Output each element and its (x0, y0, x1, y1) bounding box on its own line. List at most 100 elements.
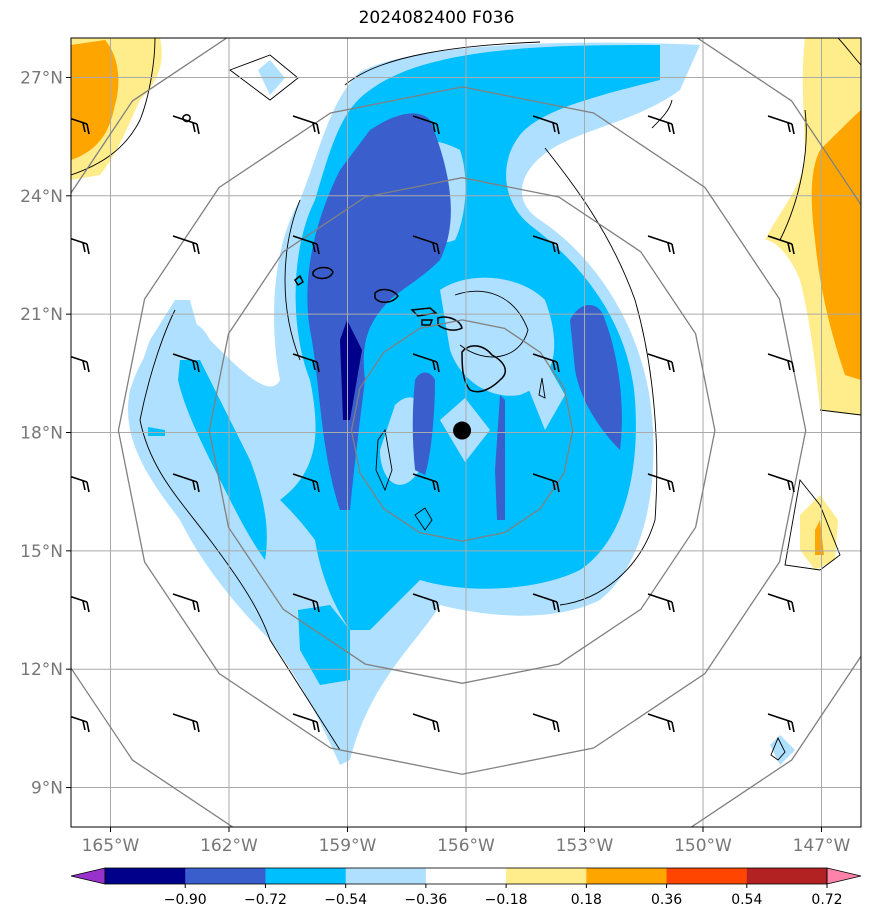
wind-barb (292, 115, 320, 135)
contour-line (779, 109, 807, 241)
field-patch-blue (298, 605, 350, 685)
field-patch-navy (340, 320, 362, 420)
wind-barb (647, 473, 675, 493)
field-patch-light_blue (440, 277, 555, 396)
contour-line (837, 38, 861, 66)
colorbar-level-label: 0.54 (731, 892, 762, 908)
lon-tick-label: 150°W (674, 836, 732, 856)
wind-barb (532, 713, 560, 733)
wind-barb (532, 115, 560, 135)
colorbar-segment (425, 868, 507, 884)
lat-tick-label: 9°N (31, 779, 63, 799)
wind-barb (71, 355, 90, 373)
lat-tick-label: 12°N (20, 660, 63, 680)
wind-barb-layer (71, 115, 795, 733)
wind-barb (412, 235, 440, 255)
field-patch-orange (811, 110, 861, 380)
wind-barb (172, 353, 200, 373)
colorbar-segment (746, 868, 828, 884)
wind-barb (767, 353, 795, 373)
wind-barb (412, 713, 440, 733)
island-outline (312, 266, 334, 280)
lon-tick-label: 147°W (793, 836, 851, 856)
contour-layer (71, 38, 861, 761)
contour-line (651, 99, 673, 129)
wind-barb (71, 595, 90, 613)
island-outline (437, 316, 463, 331)
wind-barb (292, 713, 320, 733)
field-patch-royal (412, 372, 435, 475)
wind-barb (172, 473, 200, 493)
wind-barb (412, 593, 440, 613)
contour-line (770, 736, 786, 761)
contour-line (284, 199, 301, 361)
contour-line (538, 377, 546, 399)
chart-title: 2024082400 F036 (358, 8, 515, 28)
wind-barb (172, 235, 200, 255)
wind-barb (532, 593, 560, 613)
colorbar-level-label: −0.54 (324, 892, 367, 908)
wind-barb (647, 353, 675, 373)
field-patch-orange (71, 40, 119, 160)
colorbar-segment (345, 868, 427, 884)
wind-barb (767, 593, 795, 613)
contour-line (544, 147, 658, 606)
colorbar-segment (666, 868, 748, 884)
colorbar-level-label: −0.36 (404, 892, 447, 908)
contour-line (454, 290, 529, 358)
colorbar-level-label: −0.18 (485, 892, 528, 908)
lon-tick-label: 153°W (556, 836, 614, 856)
lon-tick-label: 162°W (200, 836, 258, 856)
coastline-layer (182, 114, 507, 393)
contour-line (414, 507, 433, 531)
wind-barb (292, 593, 320, 613)
colorbar-level-label: 0.72 (811, 892, 842, 908)
wind-barb (71, 117, 90, 135)
wind-barb (647, 235, 675, 255)
contour-line (375, 428, 393, 492)
wind-barb (172, 115, 200, 135)
island-outline (374, 288, 399, 303)
wind-barb (412, 353, 440, 373)
contour-line (139, 309, 341, 751)
contour-line (344, 41, 541, 86)
range-ring-layer (71, 38, 861, 827)
wind-barb (292, 473, 320, 493)
contour-line (819, 409, 861, 416)
contour-line (71, 38, 156, 176)
shaded-field-layer (71, 38, 861, 765)
island-outline (421, 319, 434, 326)
colorbar-level-label: 0.18 (571, 892, 602, 908)
lat-tick-label: 15°N (20, 542, 63, 562)
lon-tick-label: 156°W (437, 836, 495, 856)
island-outline (461, 345, 507, 393)
wind-barb (292, 235, 320, 255)
lat-tick-label: 27°N (20, 68, 63, 88)
field-patch-blue (178, 360, 267, 560)
wind-barb (767, 473, 795, 493)
wind-barb (647, 713, 675, 733)
colorbar-extend-low (70, 867, 106, 885)
wind-barb (172, 713, 200, 733)
lat-tick-label: 21°N (20, 305, 63, 325)
wind-barb (532, 353, 560, 373)
lat-tick-label: 24°N (20, 187, 63, 207)
axis-tick-layer: 9°N 12°N 15°N 18°N 21°N 24°N 27°N 165°W 162°W 159… (20, 68, 850, 856)
gridline-layer (71, 38, 861, 827)
range-ring (350, 319, 574, 542)
colorbar-extend-high (826, 867, 862, 885)
lon-tick-label: 159°W (319, 836, 377, 856)
field-patch-royal (495, 395, 505, 520)
wind-barb (412, 115, 440, 135)
wind-barb (532, 235, 560, 255)
wind-barb (412, 473, 440, 493)
colorbar-level-label: −0.72 (244, 892, 287, 908)
colorbar-segment (185, 868, 266, 884)
island-outline (294, 274, 304, 287)
colorbar-segment (586, 868, 668, 884)
colorbar-segment (265, 868, 347, 884)
colorbar-level-label: −0.90 (164, 892, 207, 908)
contour-line (229, 54, 299, 101)
colorbar: −0.90 −0.72 −0.54 −0.36 −0.18 0.18 0.36 0.54 0.7… (70, 867, 862, 908)
